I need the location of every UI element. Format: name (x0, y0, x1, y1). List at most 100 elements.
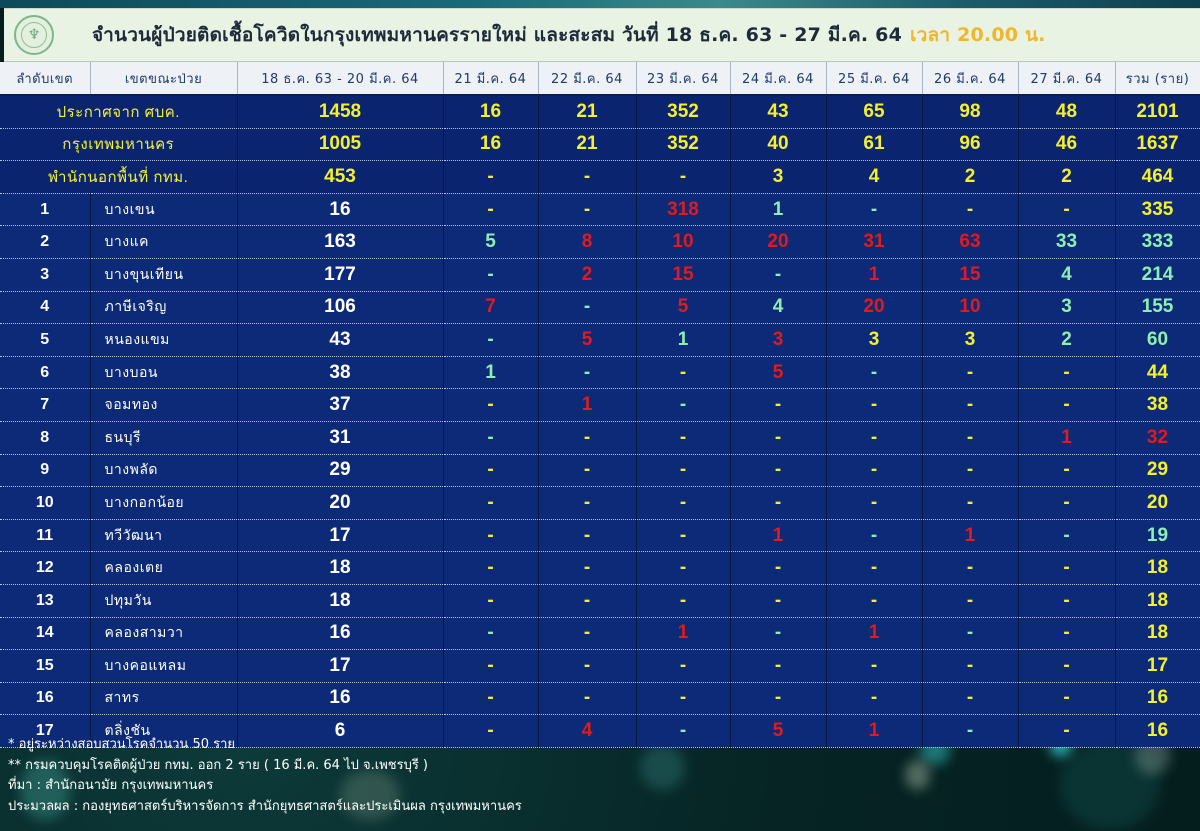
district-value-cell: - (1018, 584, 1116, 618)
summary-value-cell: 2 (922, 160, 1019, 194)
seal-emblem-icon: ♆ (21, 22, 47, 48)
summary-value-cell: 352 (636, 95, 731, 129)
district-value-cell: 1 (826, 258, 923, 292)
district-value-cell: - (1018, 356, 1116, 390)
district-name: บางพลัด (90, 454, 238, 488)
district-row: 15 บางคอแหลม 17- - - - - - -17 (0, 649, 1200, 683)
note-under-investigation: * อยู่ระหว่างสอบสวนโรคจำนวน 50 ราย (8, 737, 236, 752)
district-row: 2 บางแค 163 5 8 10 20 31 63 33 333 (0, 225, 1200, 259)
district-value-cell: - (636, 486, 731, 520)
district-value-cell: - (922, 356, 1019, 390)
district-value-cell: - (826, 193, 923, 227)
district-value-cell: - (1018, 454, 1116, 488)
district-row: 11 ทวีวัฒนา 17- - -1-1-19 (0, 519, 1200, 553)
summary-value-cell: 464 (1115, 160, 1200, 194)
district-value-cell: - (636, 421, 731, 455)
column-header: 27 มี.ค. 64 (1018, 62, 1116, 96)
district-value-cell: - (922, 421, 1019, 455)
district-value-cell: 20 (826, 291, 923, 325)
district-value-cell: 5 (636, 291, 731, 325)
district-value-cell: - (826, 454, 923, 488)
district-rank: 9 (0, 454, 91, 488)
summary-value-cell: 65 (826, 95, 923, 129)
district-value-cell: 38 (237, 356, 444, 390)
district-value-cell: - (538, 649, 637, 683)
summary-value-cell: - (636, 160, 731, 194)
district-value-cell: - (443, 714, 539, 748)
district-value-cell: 17 (1115, 649, 1200, 683)
district-row: 7 จอมทอง 37-1- - - - -38 (0, 388, 1200, 422)
district-value-cell: - (443, 649, 539, 683)
district-value-cell: - (826, 649, 923, 683)
district-value-cell: - (443, 617, 539, 651)
district-value-cell: 1 (443, 356, 539, 390)
district-value-cell: 37 (237, 388, 444, 422)
district-value-cell: - (730, 551, 827, 585)
district-value-cell: - (826, 682, 923, 716)
district-value-cell: 1 (826, 617, 923, 651)
footnotes: * อยู่ระหว่างสอบสวนโรคจำนวน 50 ราย ** กร… (8, 735, 522, 817)
summary-label: พำนักนอกพื้นที่ กทม. (0, 160, 238, 194)
district-value-cell: 3 (922, 323, 1019, 357)
district-value-cell: 1 (730, 193, 827, 227)
district-value-cell: 106 (237, 291, 444, 325)
district-value-cell: - (636, 714, 731, 748)
district-value-cell: - (636, 649, 731, 683)
district-value-cell: - (636, 356, 731, 390)
column-header: 26 มี.ค. 64 (922, 62, 1019, 96)
summary-value-cell: 21 (538, 95, 637, 129)
district-value-cell: 17 (237, 649, 444, 683)
district-value-cell: - (1018, 682, 1116, 716)
district-value-cell: 16 (1115, 682, 1200, 716)
district-value-cell: 16 (237, 193, 444, 227)
district-value-cell: - (1018, 519, 1116, 553)
district-value-cell: - (1018, 649, 1116, 683)
district-row: 9 บางพลัด 29- - - - - - -29 (0, 454, 1200, 488)
district-value-cell: 10 (636, 225, 731, 259)
note-transferred: ** กรมควบคุมโรคติดผู้ป่วย กทม. ออก 2 ราย… (8, 757, 429, 773)
title-bar: ♆ จำนวนผู้ป่วยติดเชื้อโควิดในกรุงเทพมหาน… (4, 8, 1200, 62)
district-value-cell: - (538, 356, 637, 390)
district-value-cell: 2 (538, 258, 637, 292)
district-name: บางบอน (90, 356, 238, 390)
district-value-cell: 16 (1115, 714, 1200, 748)
district-value-cell: 18 (1115, 584, 1200, 618)
district-name: บางเขน (90, 193, 238, 227)
district-rank: 16 (0, 682, 91, 716)
district-rank: 2 (0, 225, 91, 259)
district-value-cell: 1 (538, 388, 637, 422)
column-header: 22 มี.ค. 64 (538, 62, 637, 96)
district-value-cell: - (826, 519, 923, 553)
district-name: หนองแขม (90, 323, 238, 357)
district-name: คลองสามวา (90, 617, 238, 651)
district-value-cell: 31 (237, 421, 444, 455)
district-value-cell: 1 (1018, 421, 1116, 455)
district-value-cell: - (922, 584, 1019, 618)
district-value-cell: - (922, 486, 1019, 520)
district-value-cell: - (538, 617, 637, 651)
district-value-cell: 3 (1018, 291, 1116, 325)
column-header: 23 มี.ค. 64 (636, 62, 731, 96)
summary-value-cell: 1458 (237, 95, 444, 129)
summary-value-cell: 98 (922, 95, 1019, 129)
district-value-cell: - (922, 388, 1019, 422)
district-value-cell: 18 (237, 584, 444, 618)
district-name: บางคอแหลม (90, 649, 238, 683)
column-header: ลำดับเขต (0, 62, 91, 96)
district-row: 12 คลองเตย 18- - - - - - -18 (0, 551, 1200, 585)
district-value-cell: 38 (1115, 388, 1200, 422)
district-value-cell: 17 (237, 519, 444, 553)
note-processed-by: ประมวลผล : กองยุทธศาสตร์บริหารจัดการ สำน… (8, 798, 522, 814)
district-value-cell: 177 (237, 258, 444, 292)
district-value-cell: - (538, 454, 637, 488)
district-value-cell: - (826, 584, 923, 618)
summary-value-cell: 2 (1018, 160, 1116, 194)
district-value-cell: - (443, 584, 539, 618)
district-value-cell: - (636, 551, 731, 585)
district-value-cell: 333 (1115, 225, 1200, 259)
district-value-cell: - (826, 356, 923, 390)
district-value-cell: 18 (237, 551, 444, 585)
district-value-cell: 29 (1115, 454, 1200, 488)
district-value-cell: 63 (922, 225, 1019, 259)
district-value-cell: 6 (237, 714, 444, 748)
